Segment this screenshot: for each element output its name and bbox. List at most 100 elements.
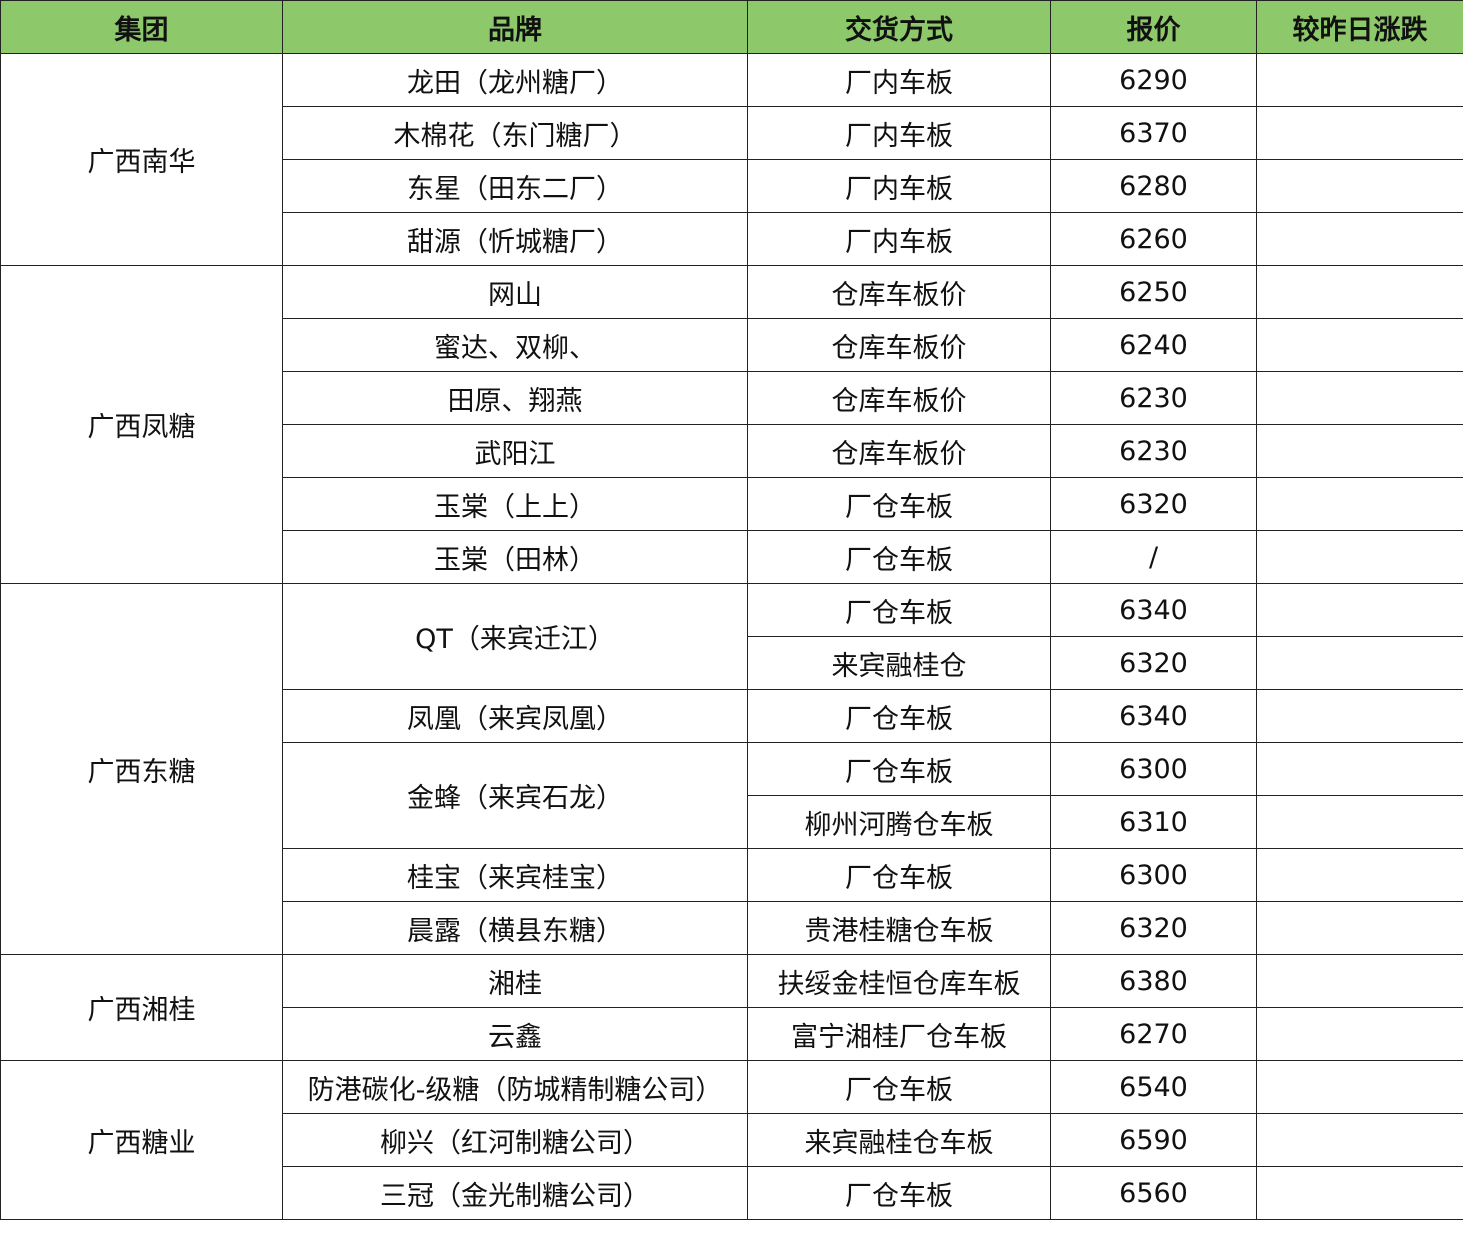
table-row: 云鑫 富宁湘桂厂仓车板 6270: [1, 1007, 1463, 1061]
change-cell: [1256, 742, 1463, 796]
brand-cell: 桂宝（来宾桂宝）: [282, 848, 748, 902]
delivery-method-cell: 厂仓车板: [747, 742, 1051, 796]
change-cell: [1256, 689, 1463, 743]
price-cell: 6300: [1050, 742, 1257, 796]
change-cell: [1256, 53, 1463, 107]
delivery-method-cell: 厂内车板: [747, 212, 1051, 266]
price-cell: 6300: [1050, 848, 1257, 902]
table-row: 东星（田东二厂） 厂内车板 6280: [1, 159, 1463, 213]
change-cell: [1256, 265, 1463, 319]
delivery-method-cell: 仓库车板价: [747, 371, 1051, 425]
delivery-method-cell: 仓库车板价: [747, 318, 1051, 372]
table-row: 广西南华 龙田（龙州糖厂） 厂内车板 6290: [0, 53, 1463, 266]
delivery-method-cell: 贵港桂糖仓车板: [747, 901, 1051, 955]
table-row: 凤凰（来宾凤凰） 厂仓车板 6340: [1, 689, 1463, 743]
price-cell: 6270: [1050, 1007, 1257, 1061]
delivery-method-cell: 厂内车板: [747, 159, 1051, 213]
brand-cell: 柳兴（红河制糖公司）: [282, 1113, 748, 1167]
price-cell: 6380: [1050, 954, 1257, 1008]
brand-cell: 武阳江: [282, 424, 748, 478]
change-cell: [1256, 848, 1463, 902]
group-cell: 广西凤糖: [0, 265, 283, 584]
group-cell: 广西东糖: [0, 583, 283, 955]
table-body: 广西南华 龙田（龙州糖厂） 厂内车板 6290 木棉花（东门糖厂） 厂内车板 6370 东星（…: [0, 53, 1463, 1220]
table-row: 玉棠（田林） 厂仓车板 /: [1, 530, 1463, 584]
delivery-method-cell: 厂仓车板: [747, 477, 1051, 531]
brand-cell: 金蜂（来宾石龙）: [282, 742, 748, 849]
change-cell: [1256, 1113, 1463, 1167]
delivery-method-cell: 厂仓车板: [747, 583, 1051, 637]
brand-cell: 云鑫: [282, 1007, 748, 1061]
price-cell: /: [1050, 530, 1257, 584]
header-price: 报价: [1050, 0, 1257, 54]
change-cell: [1256, 795, 1463, 849]
table-row: 广西东糖 QT（来宾迁江） 厂仓车板 6340: [0, 583, 1463, 955]
change-cell: [1256, 1007, 1463, 1061]
brand-cell: QT（来宾迁江）: [282, 583, 748, 690]
header-group: 集团: [0, 0, 283, 54]
brand-cell: 蜜达、双柳、: [282, 318, 748, 372]
change-cell: [1256, 371, 1463, 425]
change-cell: [1256, 1060, 1463, 1114]
brand-cell: 甜源（忻城糖厂）: [282, 212, 748, 266]
header-brand: 品牌: [282, 0, 748, 54]
price-cell: 6370: [1050, 106, 1257, 160]
table-row: 晨露（横县东糖） 贵港桂糖仓车板 6320: [1, 901, 1463, 955]
delivery-method-cell: 富宁湘桂厂仓车板: [747, 1007, 1051, 1061]
table-row: 广西糖业 防港碳化-级糖（防城精制糖公司） 厂仓车板 6540: [0, 1060, 1463, 1220]
price-cell: 6340: [1050, 689, 1257, 743]
delivery-method-cell: 仓库车板价: [747, 265, 1051, 319]
price-cell: 6230: [1050, 371, 1257, 425]
brand-cell: 木棉花（东门糖厂）: [282, 106, 748, 160]
brand-cell: 晨露（横县东糖）: [282, 901, 748, 955]
change-cell: [1256, 106, 1463, 160]
table-row: 甜源（忻城糖厂） 厂内车板 6260: [1, 212, 1463, 266]
table-row: 来宾融桂仓 6320: [1, 636, 1463, 690]
table-row: 蜜达、双柳、 仓库车板价 6240: [1, 318, 1463, 372]
price-cell: 6290: [1050, 53, 1257, 107]
change-cell: [1256, 477, 1463, 531]
change-cell: [1256, 318, 1463, 372]
delivery-method-cell: 仓库车板价: [747, 424, 1051, 478]
change-cell: [1256, 530, 1463, 584]
brand-cell: 玉棠（上上）: [282, 477, 748, 531]
table-row: 广西凤糖 网山 仓库车板价 6250: [0, 265, 1463, 584]
header-delivery-method: 交货方式: [747, 0, 1051, 54]
table-row: 田原、翔燕 仓库车板价 6230: [1, 371, 1463, 425]
brand-cell: 凤凰（来宾凤凰）: [282, 689, 748, 743]
table-row: 玉棠（上上） 厂仓车板 6320: [1, 477, 1463, 531]
delivery-method-cell: 厂内车板: [747, 53, 1051, 107]
header-row: 集团 品牌 交货方式 报价 较昨日涨跌: [0, 0, 1463, 54]
group-cell: 广西糖业: [0, 1060, 283, 1220]
price-cell: 6320: [1050, 477, 1257, 531]
price-cell: 6340: [1050, 583, 1257, 637]
delivery-method-cell: 厂内车板: [747, 106, 1051, 160]
table-row: 柳州河腾仓车板 6310: [1, 795, 1463, 849]
price-cell: 6310: [1050, 795, 1257, 849]
price-cell: 6320: [1050, 636, 1257, 690]
group-cell: 广西南华: [0, 53, 283, 266]
table-row: 柳兴（红河制糖公司） 来宾融桂仓车板 6590: [1, 1113, 1463, 1167]
brand-cell: 东星（田东二厂）: [282, 159, 748, 213]
price-cell: 6540: [1050, 1060, 1257, 1114]
price-cell: 6250: [1050, 265, 1257, 319]
price-cell: 6320: [1050, 901, 1257, 955]
delivery-method-cell: 厂仓车板: [747, 1166, 1051, 1220]
table-row: 广西湘桂 湘桂 扶绥金桂恒仓库车板 6380: [0, 954, 1463, 1061]
delivery-method-cell: 厂仓车板: [747, 530, 1051, 584]
brand-cell: 网山: [282, 265, 748, 319]
delivery-method-cell: 柳州河腾仓车板: [747, 795, 1051, 849]
delivery-method-cell: 厂仓车板: [747, 689, 1051, 743]
brand-cell: 湘桂: [282, 954, 748, 1008]
change-cell: [1256, 424, 1463, 478]
table-row: 桂宝（来宾桂宝） 厂仓车板 6300: [1, 848, 1463, 902]
price-cell: 6230: [1050, 424, 1257, 478]
group-cell: 广西湘桂: [0, 954, 283, 1061]
header-change: 较昨日涨跌: [1256, 0, 1463, 54]
delivery-method-cell: 厂仓车板: [747, 848, 1051, 902]
delivery-method-cell: 来宾融桂仓车板: [747, 1113, 1051, 1167]
price-cell: 6280: [1050, 159, 1257, 213]
price-cell: 6590: [1050, 1113, 1257, 1167]
brand-cell: 龙田（龙州糖厂）: [282, 53, 748, 107]
